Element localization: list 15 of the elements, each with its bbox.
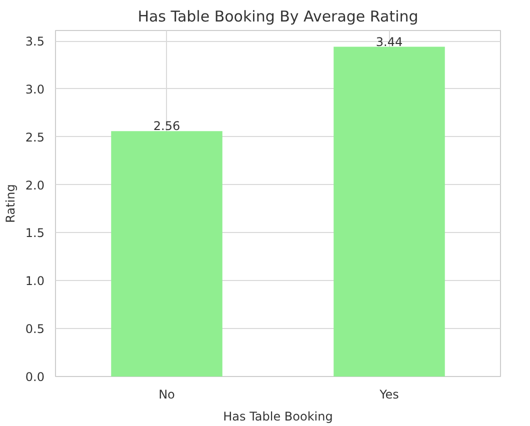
y-tick-label: 3.0	[25, 82, 45, 96]
y-tick-label: 1.0	[25, 274, 45, 288]
x-axis-title: Has Table Booking	[223, 410, 333, 424]
data-label: 3.44	[376, 34, 403, 49]
y-tick-label: 0.0	[25, 370, 45, 384]
data-label: 2.56	[153, 119, 180, 134]
y-tick-label: 2.5	[25, 130, 45, 144]
y-tick-label: 2.0	[25, 178, 45, 192]
y-tick-label: 3.5	[25, 34, 45, 49]
y-tick-label: 1.5	[25, 226, 45, 240]
x-tick-label: No	[158, 388, 175, 402]
x-tick-label: Yes	[378, 388, 399, 402]
y-tick-label: 0.5	[25, 322, 45, 336]
chart-title: Has Table Booking By Average Rating	[138, 8, 418, 26]
y-axis-title: Rating	[3, 184, 18, 223]
